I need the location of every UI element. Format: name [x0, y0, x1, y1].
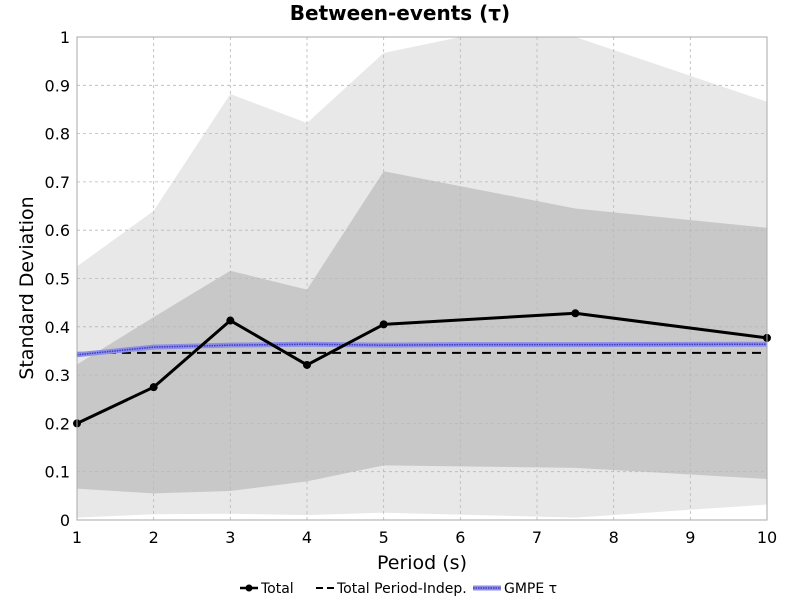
chart-title: Between-events (τ) [290, 1, 510, 25]
y-tick-label: 0.9 [45, 76, 70, 95]
y-tick-label: 1 [60, 28, 70, 47]
x-tick-label: 4 [302, 528, 312, 547]
x-tick-label: 3 [225, 528, 235, 547]
x-tick-label: 2 [149, 528, 159, 547]
legend-label: GMPE τ [504, 581, 557, 597]
y-tick-label: 0.8 [45, 125, 70, 144]
y-tick-label: 0.1 [45, 463, 70, 482]
legend-marker-total [245, 584, 253, 592]
legend-item: Total [240, 581, 294, 597]
legend-label: Total Period-Indep. [336, 581, 467, 597]
y-axis-ticks: 0 0.1 0.2 0.3 0.4 0.5 0.6 0.7 0.8 0.9 1 [45, 28, 70, 530]
x-axis-ticks: 1 2 3 4 5 6 7 8 9 10 [72, 528, 777, 547]
x-tick-label: 5 [379, 528, 389, 547]
legend-item: Total Period-Indep. [316, 581, 467, 597]
legend: Total Total Period-Indep. GMPE τ [240, 581, 557, 597]
confidence-band-inner [77, 171, 767, 494]
x-tick-label: 7 [532, 528, 542, 547]
y-tick-label: 0.5 [45, 270, 70, 289]
y-tick-label: 0.6 [45, 221, 70, 240]
series-layer [73, 309, 771, 428]
y-tick-label: 0 [60, 511, 70, 530]
x-tick-label: 8 [609, 528, 619, 547]
plot-frame [76, 36, 768, 521]
y-tick-label: 0.2 [45, 414, 70, 433]
y-tick-label: 0.7 [45, 173, 70, 192]
series-line-gmpe-tau [77, 343, 767, 356]
series-marker-total [571, 309, 580, 318]
y-tick-label: 0.4 [45, 318, 70, 337]
x-tick-label: 6 [455, 528, 465, 547]
series-marker-total [226, 316, 235, 325]
series-marker-total [149, 383, 158, 392]
x-tick-label: 10 [757, 528, 777, 547]
series-marker-total [379, 320, 388, 329]
confidence-bands [77, 37, 767, 518]
series-marker-total [303, 360, 311, 369]
x-axis-title: Period (s) [377, 552, 467, 574]
grid [77, 37, 767, 520]
legend-label: Total [260, 581, 294, 597]
y-tick-label: 0.3 [45, 366, 70, 385]
x-tick-label: 9 [685, 528, 695, 547]
y-axis-title: Standard Deviation [16, 196, 38, 379]
legend-item: GMPE τ [473, 581, 557, 597]
x-tick-label: 1 [72, 528, 82, 547]
